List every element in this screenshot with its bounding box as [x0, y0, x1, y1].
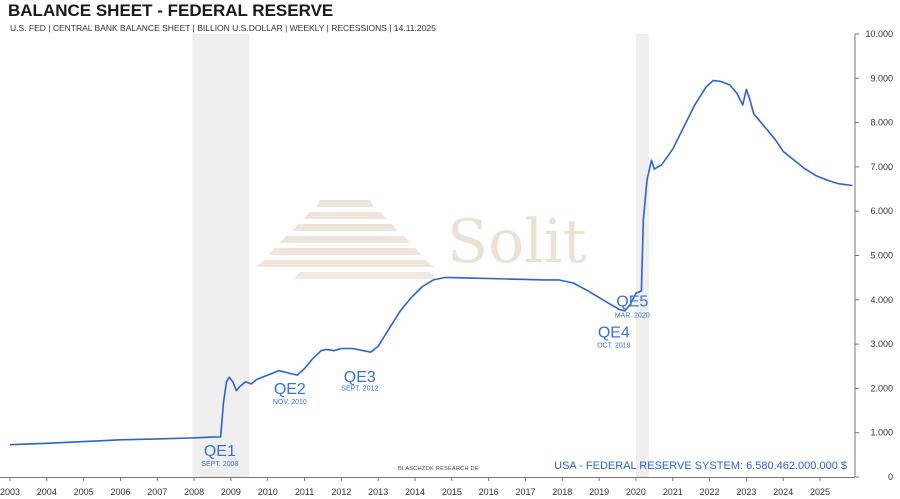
- x-axis-ticks: 2003 2004 2005 2006 2007 2008 2009 2010 2011 2012…: [0, 477, 830, 497]
- x-tick-label: 2015: [442, 487, 462, 497]
- series: [9, 79, 853, 446]
- y-tick-label: 1.000: [870, 428, 893, 438]
- x-tick-label: 2023: [736, 487, 756, 497]
- x-tick-label: 2011: [295, 487, 314, 497]
- y-tick-label: 4.000: [870, 295, 893, 305]
- annotation-date: NOV. 2010: [273, 399, 307, 406]
- y-tick-label: 9.000: [870, 73, 893, 83]
- annotation-label: QE3: [344, 369, 376, 386]
- x-tick-label: 2019: [589, 487, 609, 497]
- y-tick-label: 2.000: [870, 383, 893, 393]
- watermark-pyramid-icon: [256, 200, 436, 279]
- x-tick-label: 2003: [0, 487, 20, 497]
- x-tick-label: 2004: [37, 487, 57, 497]
- series-line: [9, 79, 853, 446]
- y-tick-label: 5.000: [870, 251, 893, 261]
- annotation-date: OCT. 2019: [597, 343, 631, 350]
- x-tick-label: 2025: [810, 487, 830, 497]
- y-tick-label: 0: [888, 472, 893, 482]
- annotation-label: QE1: [204, 443, 236, 460]
- x-tick-label: 2017: [515, 487, 535, 497]
- x-tick-label: 2018: [552, 487, 572, 497]
- axes: [0, 34, 856, 478]
- x-tick-label: 2014: [405, 487, 425, 497]
- x-tick-label: 2024: [773, 487, 793, 497]
- x-tick-label: 2010: [258, 487, 278, 497]
- credit-text: BLASCHZOK RESEARCH DE: [398, 466, 479, 472]
- y-tick-label: 3.000: [870, 339, 893, 349]
- chart-title: BALANCE SHEET - FEDERAL RESERVE: [8, 1, 334, 20]
- annotation-date: SEPT. 2008: [201, 461, 238, 468]
- x-tick-label: 2006: [110, 487, 130, 497]
- y-tick-label: 8.000: [870, 118, 893, 128]
- x-tick-label: 2020: [626, 487, 646, 497]
- watermark: Solit: [256, 200, 587, 279]
- y-tick-label: 7.000: [870, 162, 893, 172]
- x-tick-label: 2022: [700, 487, 720, 497]
- annotation-label: QE2: [274, 381, 306, 398]
- y-tick-label: 6.000: [870, 206, 893, 216]
- y-tick-label: 10.000: [865, 29, 893, 39]
- x-tick-label: 2008: [184, 487, 204, 497]
- x-tick-label: 2012: [331, 487, 351, 497]
- x-tick-label: 2009: [221, 487, 241, 497]
- summary-value: USA - FEDERAL RESERVE SYSTEM: 6.580.462.…: [554, 460, 847, 472]
- annotation-label: QE4: [598, 324, 630, 341]
- watermark-text: Solit: [447, 207, 587, 277]
- chart-subtitle: U.S. FED | CENTRAL BANK BALANCE SHEET | …: [10, 23, 436, 33]
- annotation-label: QE5: [616, 293, 648, 310]
- x-tick-label: 2016: [479, 487, 499, 497]
- x-tick-label: 2021: [663, 487, 683, 497]
- x-tick-label: 2005: [74, 487, 94, 497]
- recession-band: [192, 34, 250, 477]
- annotation-date: MAR. 2020: [615, 313, 650, 320]
- y-axis-ticks: 0 1.000 2.000 3.000 4.000 5.000 6.000 7.000 8.00…: [855, 29, 893, 482]
- x-tick-label: 2013: [368, 487, 388, 497]
- x-tick-label: 2007: [147, 487, 167, 497]
- annotation-date: SEPT. 2012: [341, 386, 378, 393]
